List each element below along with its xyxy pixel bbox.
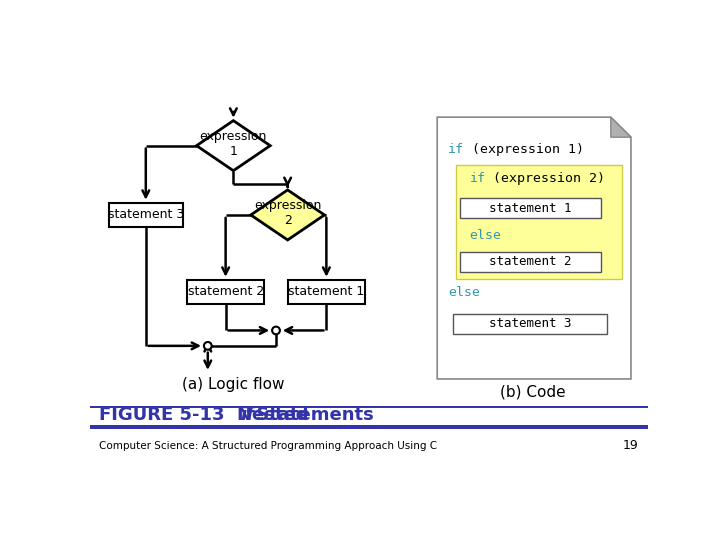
Polygon shape <box>251 190 325 240</box>
Polygon shape <box>197 120 270 171</box>
Text: statement 2: statement 2 <box>187 286 264 299</box>
Text: else: else <box>469 230 502 242</box>
FancyBboxPatch shape <box>109 202 183 227</box>
Text: Statements: Statements <box>251 406 374 424</box>
Polygon shape <box>611 117 631 137</box>
Text: (a) Logic flow: (a) Logic flow <box>182 377 284 392</box>
Text: (expression 1): (expression 1) <box>464 143 583 156</box>
FancyBboxPatch shape <box>287 280 365 304</box>
Text: statement 1: statement 1 <box>288 286 364 299</box>
Text: statement 3: statement 3 <box>108 208 184 221</box>
Text: expression
2: expression 2 <box>254 199 321 227</box>
Text: statement 3: statement 3 <box>489 317 572 330</box>
Text: statement 2: statement 2 <box>489 255 572 268</box>
Text: 19: 19 <box>623 440 639 453</box>
Text: Computer Science: A Structured Programming Approach Using C: Computer Science: A Structured Programmi… <box>99 441 438 451</box>
Text: if: if <box>469 172 486 185</box>
FancyBboxPatch shape <box>459 252 600 272</box>
Polygon shape <box>437 117 631 379</box>
FancyBboxPatch shape <box>454 314 607 334</box>
FancyBboxPatch shape <box>456 165 621 279</box>
Bar <box>90 406 648 408</box>
Text: statement 1: statement 1 <box>489 201 572 214</box>
Text: (b) Code: (b) Code <box>500 384 566 400</box>
Text: if: if <box>240 406 254 424</box>
Text: else: else <box>448 286 480 299</box>
FancyBboxPatch shape <box>459 198 600 218</box>
FancyBboxPatch shape <box>187 280 264 304</box>
Bar <box>90 425 648 429</box>
Circle shape <box>272 327 280 334</box>
Circle shape <box>204 342 212 350</box>
Text: (expression 2): (expression 2) <box>485 172 606 185</box>
Text: expression
1: expression 1 <box>199 130 267 158</box>
Text: if: if <box>448 143 464 156</box>
Text: FIGURE 5-13  Nested: FIGURE 5-13 Nested <box>99 406 315 424</box>
